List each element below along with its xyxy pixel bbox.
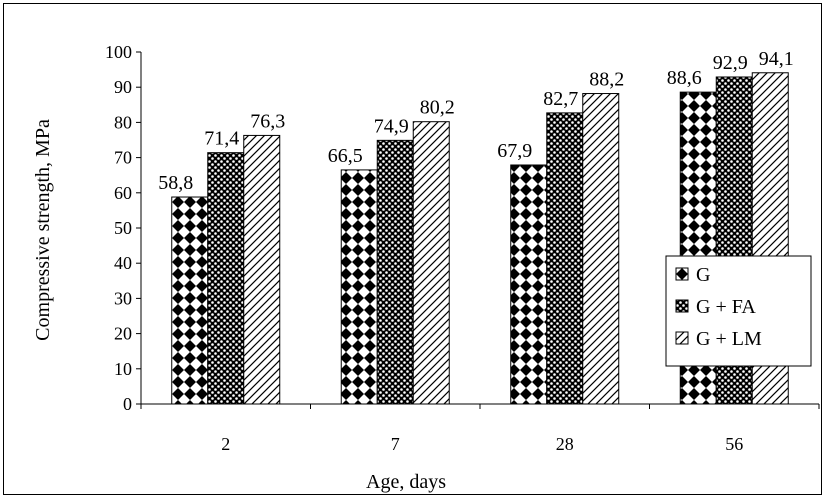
bar [376, 139, 414, 405]
data-label: 71,4 [204, 128, 239, 150]
plot-area: 0 10 20 30 40 50 60 70 80 90 100 2 7 28 56 58,8 66,5 67,9… [105, 42, 820, 454]
y-tick-label: 40 [114, 253, 132, 273]
y-tick-label: 50 [114, 218, 132, 238]
bar-chart: Compressive strength, MPa Age, days 0 10 2… [32, 42, 820, 493]
data-label: 88,6 [667, 67, 702, 89]
x-axis-title: Age, days [366, 471, 446, 493]
bar [582, 93, 620, 405]
data-label: 76,3 [250, 110, 285, 132]
bar [412, 121, 450, 405]
legend-swatch [675, 299, 689, 313]
legend-label: G + FA [696, 296, 756, 318]
bar [243, 134, 281, 405]
y-tick-label: 0 [123, 394, 132, 414]
data-label: 67,9 [497, 140, 532, 162]
legend-label: G [696, 264, 710, 286]
data-label: 66,5 [328, 145, 363, 167]
data-label: 58,8 [158, 172, 193, 194]
legend-swatch [675, 267, 689, 281]
y-tick-label: 10 [114, 359, 132, 379]
data-label: 80,2 [420, 97, 455, 119]
x-tick-label: 2 [221, 434, 230, 454]
legend: G G + FA G + LM [665, 255, 812, 367]
data-label: 88,2 [589, 69, 624, 91]
x-tick-label: 7 [391, 434, 400, 454]
data-label: 74,9 [374, 115, 409, 137]
legend-label: G + LM [696, 328, 762, 350]
bar [546, 112, 584, 405]
y-tick-label: 100 [105, 42, 132, 62]
data-label: 94,1 [759, 48, 794, 70]
y-tick-label: 80 [114, 112, 132, 132]
bar [207, 152, 245, 405]
y-axis-title: Compressive strength, MPa [32, 119, 54, 341]
y-tick-label: 60 [114, 183, 132, 203]
legend-swatch [675, 331, 689, 345]
x-tick-label: 28 [556, 434, 574, 454]
y-tick-label: 20 [114, 324, 132, 344]
data-label: 92,9 [713, 52, 748, 74]
x-tick-label: 56 [725, 434, 743, 454]
bar [171, 196, 209, 405]
data-label: 82,7 [543, 88, 578, 110]
y-tick-label: 30 [114, 288, 132, 308]
y-tick-label: 90 [114, 77, 132, 97]
legend-box [665, 255, 812, 367]
y-tick-label: 70 [114, 148, 132, 168]
bar [340, 169, 378, 405]
bar [510, 164, 548, 405]
chart-frame: Compressive strength, MPa Age, days 0 10 2… [3, 3, 822, 495]
